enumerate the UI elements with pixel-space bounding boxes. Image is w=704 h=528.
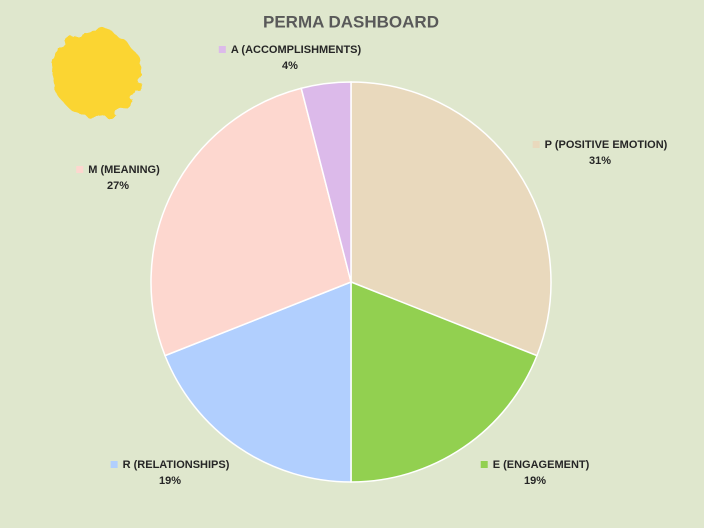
label-swatch — [110, 461, 118, 468]
label-swatch — [480, 461, 488, 468]
category-label: E (ENGAGEMENT) — [493, 459, 590, 471]
label-swatch — [218, 46, 226, 53]
value-label: 31% — [589, 155, 611, 167]
pie-slice — [350, 280, 538, 483]
pie-slice — [150, 87, 352, 357]
value-label: 19% — [159, 475, 181, 487]
category-label: P (POSITIVE EMOTION) — [545, 139, 668, 151]
pie-slice — [350, 81, 552, 357]
sun-decoration — [53, 30, 141, 118]
value-label: 19% — [524, 475, 546, 487]
value-label: 27% — [107, 180, 129, 192]
label-swatch — [76, 166, 84, 173]
chart-title: PERMA DASHBOARD — [263, 12, 439, 31]
category-label: A (ACCOMPLISHMENTS) — [231, 44, 362, 56]
pie-slice — [164, 280, 352, 483]
value-label: 4% — [282, 60, 298, 72]
category-label: R (RELATIONSHIPS) — [123, 459, 230, 471]
pie-slice — [300, 81, 352, 283]
category-label: M (MEANING) — [88, 164, 160, 176]
label-swatch — [532, 141, 540, 148]
